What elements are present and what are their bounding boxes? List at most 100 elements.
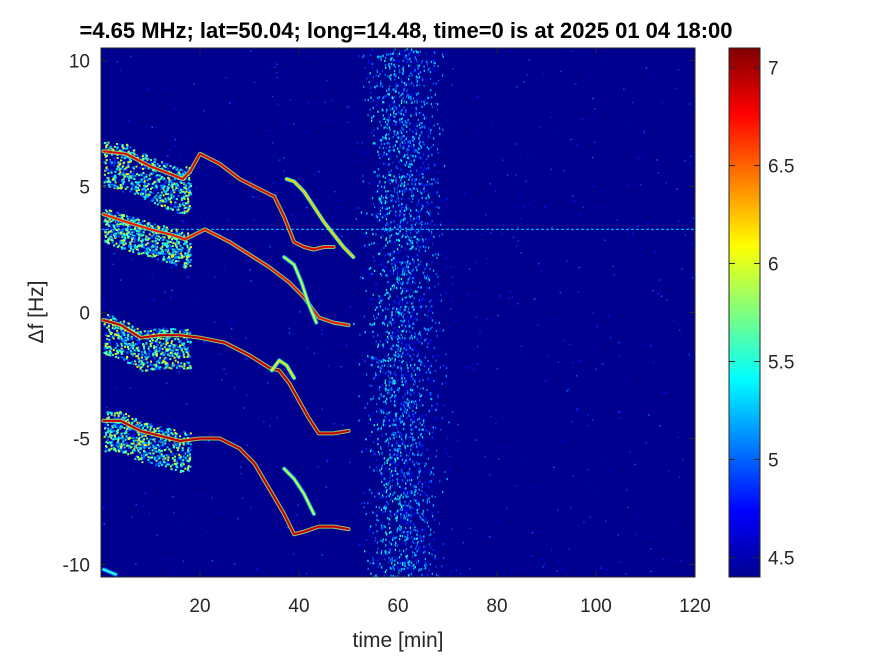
noise-band-speck <box>393 434 395 437</box>
noise-band-speck <box>417 340 420 343</box>
noise-band-speck <box>406 264 408 267</box>
noise-band-speck <box>405 411 408 414</box>
noise-band-speck <box>389 450 391 453</box>
trace-fuzz <box>153 254 156 257</box>
noise-band-speck <box>428 480 430 483</box>
trace-fuzz <box>165 245 168 248</box>
noise-band-speck <box>429 371 432 374</box>
noise-band-speck <box>401 190 404 193</box>
trace-fuzz <box>118 187 121 190</box>
trace-fuzz <box>179 188 182 191</box>
noise-band-speck <box>400 451 402 454</box>
noise-band-speck <box>408 138 410 142</box>
noise-band-speck <box>408 344 410 347</box>
noise-band-speck <box>370 272 372 276</box>
noise-band-speck <box>403 567 405 571</box>
trace-fuzz <box>162 163 165 166</box>
noise-band-speck <box>438 206 440 209</box>
noise-band-speck <box>433 537 435 541</box>
trace-fuzz <box>156 253 159 256</box>
trace-fuzz <box>187 205 190 208</box>
noise-band-speck <box>406 492 409 495</box>
noise-band-speck <box>385 244 387 247</box>
trace-fuzz <box>150 172 153 175</box>
noise-band-speck <box>419 434 422 437</box>
noise-band-speck <box>402 351 404 354</box>
noise-band-speck <box>436 334 438 338</box>
trace-fuzz <box>144 182 147 185</box>
noise-band-speck <box>406 364 408 367</box>
noise-speck <box>562 440 564 442</box>
noise-band-speck <box>379 73 381 76</box>
noise-band-speck <box>405 226 407 230</box>
noise-band-speck <box>414 526 416 529</box>
noise-band-speck <box>388 163 390 166</box>
noise-band-speck <box>406 501 408 504</box>
noise-band-speck <box>392 194 394 198</box>
noise-band-speck <box>374 452 376 455</box>
noise-band-speck <box>411 101 413 104</box>
noise-speck <box>452 357 454 359</box>
noise-band-speck <box>415 111 417 114</box>
noise-speck <box>424 124 426 126</box>
noise-speck <box>445 257 448 259</box>
noise-band-speck <box>408 361 410 364</box>
noise-band-speck <box>378 188 380 191</box>
trace-fuzz <box>137 192 140 195</box>
noise-band-speck <box>427 319 430 322</box>
trace-fuzz <box>149 190 152 193</box>
noise-speck <box>404 518 406 521</box>
trace-fuzz <box>138 184 141 187</box>
noise-band-speck <box>406 149 408 152</box>
noise-band-speck <box>386 230 389 234</box>
trace-fuzz <box>116 187 119 190</box>
noise-band-speck <box>374 170 376 174</box>
noise-band-speck <box>416 189 419 192</box>
noise-speck <box>370 298 372 300</box>
noise-speck <box>609 336 612 339</box>
noise-band-speck <box>391 107 394 110</box>
noise-band-speck <box>400 407 402 410</box>
noise-speck <box>600 431 603 433</box>
noise-band-speck <box>363 506 365 509</box>
noise-band-speck <box>415 508 417 511</box>
noise-band-speck <box>407 58 409 61</box>
trace-fuzz <box>164 243 167 246</box>
noise-band-speck <box>404 140 406 144</box>
noise-band-speck <box>391 64 393 67</box>
noise-band-speck <box>432 548 435 551</box>
noise-band-speck <box>378 464 380 467</box>
trace-fuzz <box>152 162 155 165</box>
trace-fuzz <box>135 191 138 194</box>
noise-band-speck <box>397 527 399 530</box>
noise-band-speck <box>406 255 408 258</box>
noise-band-speck <box>420 550 422 553</box>
noise-band-speck <box>406 568 408 571</box>
noise-band-speck <box>378 397 380 400</box>
noise-speck <box>523 80 525 83</box>
noise-band-speck <box>425 339 427 342</box>
noise-band-speck <box>431 326 433 329</box>
noise-speck <box>551 226 553 229</box>
noise-band-speck <box>414 379 416 383</box>
noise-speck <box>277 103 280 106</box>
noise-speck <box>640 154 643 156</box>
noise-band-speck <box>421 220 423 224</box>
noise-band-speck <box>364 406 366 410</box>
noise-band-speck <box>389 388 391 391</box>
trace-fuzz <box>142 234 145 237</box>
noise-band-speck <box>417 502 419 506</box>
noise-band-speck <box>410 173 413 177</box>
trace-fuzz <box>105 169 108 172</box>
noise-band-speck <box>399 286 402 290</box>
noise-band-speck <box>414 401 417 405</box>
trace-fuzz <box>168 241 171 244</box>
noise-band-speck <box>407 473 409 476</box>
trace-fuzz <box>151 199 154 202</box>
noise-band-speck <box>402 260 405 264</box>
trace-fuzz <box>109 230 112 233</box>
noise-band-speck <box>408 197 410 200</box>
noise-band-speck <box>381 85 384 88</box>
noise-band-speck <box>410 514 412 517</box>
noise-band-speck <box>393 498 396 501</box>
